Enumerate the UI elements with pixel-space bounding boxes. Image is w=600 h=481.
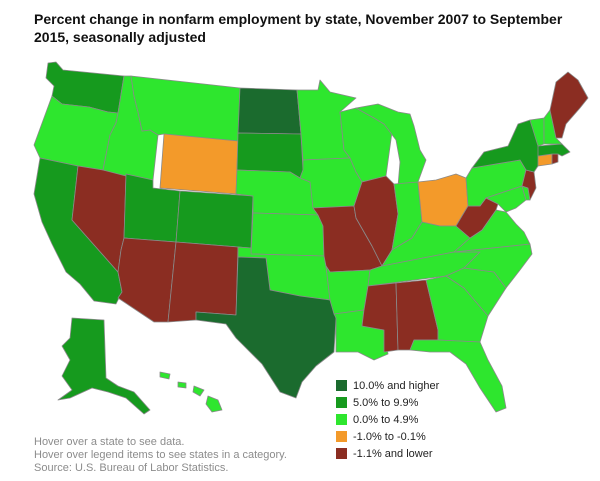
legend-label: -1.1% and lower: [353, 447, 433, 460]
map-title: Percent change in nonfarm employment by …: [34, 11, 563, 45]
state-NC[interactable]: [453, 243, 533, 289]
legend-label: 10.0% and higher: [353, 379, 440, 392]
hover-legend-note: Hover over legend items to see states in…: [34, 449, 287, 461]
state-NH[interactable]: [543, 109, 563, 145]
state-NM[interactable]: [167, 241, 239, 323]
legend-item-10-and-higher[interactable]: 10.0% and higher: [336, 377, 486, 394]
state-KS[interactable]: [250, 212, 325, 257]
legend-swatch: [336, 397, 347, 408]
legend-label: 0.0% to 4.9%: [353, 413, 419, 426]
legend-label: -1.0% to -0.1%: [353, 430, 426, 443]
state-FL[interactable]: [409, 339, 507, 413]
legend-label: 5.0% to 9.9%: [353, 396, 419, 409]
legend-item-5-to-9-9[interactable]: 5.0% to 9.9%: [336, 394, 486, 411]
legend-swatch: [336, 448, 347, 459]
legend-swatch: [336, 414, 347, 425]
state-AR[interactable]: [325, 265, 371, 315]
state-AZ[interactable]: [117, 237, 177, 323]
legend-swatch: [336, 380, 347, 391]
state-RI[interactable]: [551, 153, 559, 165]
state-AK[interactable]: [57, 317, 151, 415]
state-MI[interactable]: [355, 103, 427, 187]
legend-item-minus-1-to-minus-0-1[interactable]: -1.0% to -0.1%: [336, 428, 486, 445]
legend-item-minus-1-1-and-lower[interactable]: -1.1% and lower: [336, 445, 486, 462]
state-CO[interactable]: [175, 190, 254, 249]
state-ND[interactable]: [237, 87, 302, 135]
state-HI[interactable]: [159, 371, 223, 413]
hover-state-note: Hover over a state to see data.: [34, 436, 185, 448]
state-MA[interactable]: [537, 143, 571, 157]
state-ME[interactable]: [549, 71, 589, 139]
us-state-map: [33, 61, 589, 415]
legend-swatch: [336, 431, 347, 442]
state-WY[interactable]: [159, 133, 239, 195]
source-note: Source: U.S. Bureau of Labor Statistics.: [34, 462, 229, 474]
state-TX[interactable]: [195, 256, 337, 399]
legend-item-0-to-4-9[interactable]: 0.0% to 4.9%: [336, 411, 486, 428]
footnotes: Hover over a state to see data. Hover ov…: [34, 436, 287, 475]
map-legend: 10.0% and higher 5.0% to 9.9% 0.0% to 4.…: [336, 377, 486, 462]
